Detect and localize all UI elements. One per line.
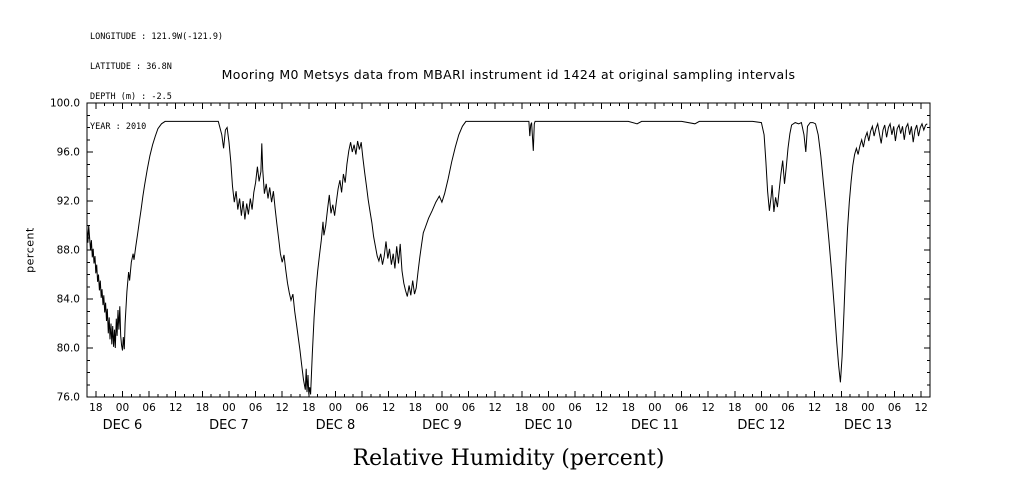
x-tick-label: 18: [728, 402, 741, 414]
y-tick-label: 76.0: [57, 392, 80, 404]
x-tick-label: 12: [595, 402, 608, 414]
x-tick-label: 06: [781, 402, 795, 414]
day-label: DEC 9: [422, 418, 462, 433]
x-tick-label: 06: [568, 402, 582, 414]
x-tick-label: 12: [382, 402, 395, 414]
x-tick-label: 00: [116, 402, 129, 414]
x-tick-label: 18: [622, 402, 635, 414]
meta-year: YEAR : 2010: [90, 122, 147, 132]
x-tick-label: 00: [329, 402, 342, 414]
x-tick-label: 00: [222, 402, 235, 414]
day-label: DEC 10: [524, 418, 572, 433]
x-axis-title: Relative Humidity (percent): [352, 446, 665, 471]
day-label: DEC 13: [844, 418, 892, 433]
x-tick-label: 18: [302, 402, 315, 414]
x-tick-label: 12: [701, 402, 714, 414]
meta-latitude: LATITUDE : 36.8N: [90, 62, 172, 72]
chart-title: Mooring M0 Metsys data from MBARI instru…: [221, 67, 796, 82]
x-tick-label: 00: [861, 402, 874, 414]
meta-longitude: LONGITUDE : 121.9W(-121.9): [90, 32, 224, 42]
x-tick-label: 06: [142, 402, 156, 414]
x-tick-label: 06: [462, 402, 476, 414]
y-tick-label: 88.0: [57, 245, 80, 257]
x-tick-label: 00: [755, 402, 768, 414]
y-tick-label: 80.0: [57, 343, 80, 355]
x-tick-label: 00: [648, 402, 661, 414]
day-label: DEC 8: [316, 418, 356, 433]
day-label: DEC 7: [209, 418, 249, 433]
y-tick-label: 100.0: [50, 98, 80, 110]
x-tick-label: 00: [542, 402, 555, 414]
plot-frame: [86, 102, 931, 398]
x-tick-label: 12: [169, 402, 182, 414]
humidity-series-line: [87, 120, 928, 395]
day-label: DEC 6: [103, 418, 143, 433]
x-tick-label: 18: [515, 402, 528, 414]
x-tick-label: 18: [835, 402, 848, 414]
y-tick-label: 96.0: [57, 147, 80, 159]
x-tick-label: 12: [489, 402, 502, 414]
day-label: DEC 12: [737, 418, 785, 433]
x-tick-label: 06: [249, 402, 263, 414]
meta-depth: DEPTH (m) : -2.5: [90, 92, 172, 102]
x-tick-label: 06: [675, 402, 689, 414]
x-tick-label: 06: [888, 402, 902, 414]
x-tick-label: 18: [89, 402, 102, 414]
x-axis: 18 00 06 12 18 00 06 12 18 00 06 12 18 00 06 12 18 00 06 12…: [89, 103, 928, 414]
x-tick-label: 00: [435, 402, 448, 414]
x-tick-label: 06: [355, 402, 369, 414]
y-axis: 76.0 80.0 84.0 88.0 92.0 96.0 100.0: [50, 98, 930, 404]
x-tick-label: 18: [409, 402, 422, 414]
x-tick-label: 12: [808, 402, 821, 414]
day-label: DEC 11: [631, 418, 679, 433]
x-tick-label: 12: [276, 402, 289, 414]
header-metadata: LONGITUDE : 121.9W(-121.9) LATITUDE : 36…: [90, 12, 223, 152]
x-tick-label: 12: [914, 402, 927, 414]
x-tick-label: 18: [196, 402, 209, 414]
y-tick-label: 92.0: [57, 196, 80, 208]
day-labels: DEC 6 DEC 7 DEC 8 DEC 9 DEC 10 DEC 11 DEC 12 DE…: [103, 418, 892, 433]
y-tick-label: 84.0: [57, 294, 80, 306]
